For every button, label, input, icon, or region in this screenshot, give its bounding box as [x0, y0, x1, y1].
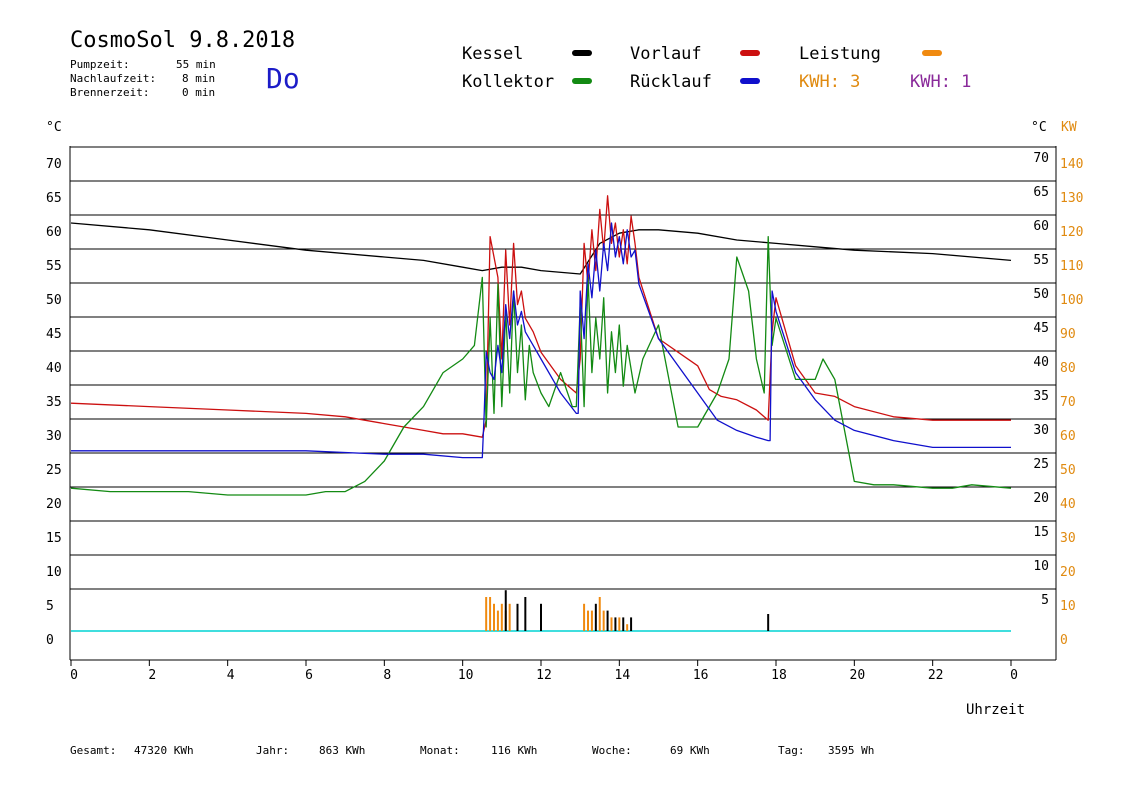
- y-tick-left: 50: [46, 293, 62, 308]
- legend-vorlauf-swatch: [740, 50, 760, 56]
- footer-jahr-label: Jahr:: [256, 744, 290, 757]
- legend-vorlauf: Vorlauf: [630, 44, 702, 64]
- y-tick-left: 40: [46, 361, 62, 376]
- legend-kollektor-swatch: [572, 78, 592, 84]
- legend-leistung-swatch: [922, 50, 942, 56]
- nachlaufzeit-value: 8 min: [182, 72, 216, 85]
- x-tick: 8: [383, 668, 391, 683]
- y-tick-right-c: 40: [1033, 355, 1049, 370]
- series-kollektor: [70, 235, 1012, 496]
- x-axis-title: Uhrzeit: [966, 702, 1026, 718]
- y-tick-right-c: 55: [1033, 253, 1049, 268]
- left-unit-label: °C: [46, 120, 62, 135]
- footer-woche-value: 69 KWh: [670, 744, 710, 757]
- y-tick-right-c: 60: [1033, 219, 1049, 234]
- y-tick-right-c: 45: [1033, 321, 1049, 336]
- y-tick-right-kw: 120: [1060, 225, 1083, 240]
- y-tick-right-kw: 60: [1060, 429, 1076, 444]
- y-tick-right-kw: 40: [1060, 497, 1076, 512]
- y-tick-right-c: 15: [1033, 525, 1049, 540]
- x-tick: 16: [693, 668, 709, 683]
- y-tick-right-c: 5: [1041, 593, 1049, 608]
- y-tick-right-kw: 50: [1060, 463, 1076, 478]
- weekday-label: Do: [266, 62, 300, 95]
- y-tick-left: 25: [46, 463, 62, 478]
- y-tick-left: 5: [46, 599, 54, 614]
- y-tick-right-kw: 140: [1060, 157, 1083, 172]
- y-tick-left: 0: [46, 633, 54, 648]
- legend-kwh-2: KWH: 1: [910, 72, 972, 92]
- footer-monat-value: 116 KWh: [491, 744, 538, 757]
- legend-leistung: Leistung: [799, 44, 881, 64]
- brennerzeit-label: Brennerzeit:: [70, 86, 150, 99]
- x-tick: 0: [70, 668, 78, 683]
- y-tick-left: 35: [46, 395, 62, 410]
- y-tick-left: 30: [46, 429, 62, 444]
- chart-title: CosmoSol 9.8.2018: [70, 28, 296, 53]
- y-tick-right-c: 25: [1033, 457, 1049, 472]
- x-tick: 0: [1010, 668, 1018, 683]
- brennerzeit-value: 0 min: [182, 86, 216, 99]
- x-tick: 4: [227, 668, 235, 683]
- series-kessel: [70, 222, 1012, 275]
- y-tick-right-kw: 30: [1060, 531, 1076, 546]
- x-tick: 2: [148, 668, 156, 683]
- legend-kessel-swatch: [572, 50, 592, 56]
- nachlaufzeit-label: Nachlaufzeit:: [70, 72, 157, 85]
- y-tick-right-kw: 130: [1060, 191, 1083, 206]
- y-tick-right-c: 70: [1033, 151, 1049, 166]
- y-tick-right-c: 20: [1033, 491, 1049, 506]
- footer-gesamt-value: 47320 KWh: [134, 744, 194, 757]
- series-ruecklauf: [71, 222, 1011, 459]
- right-unit-kw-label: KW: [1061, 120, 1077, 135]
- footer-monat-label: Monat:: [420, 744, 460, 757]
- x-tick: 22: [928, 668, 944, 683]
- y-tick-right-kw: 100: [1060, 293, 1083, 308]
- legend-kwh-1: KWH: 3: [799, 72, 861, 92]
- y-tick-right-kw: 90: [1060, 327, 1076, 342]
- x-tick: 14: [615, 668, 631, 683]
- y-tick-right-kw: 110: [1060, 259, 1083, 274]
- y-tick-left: 60: [46, 225, 62, 240]
- y-tick-right-c: 50: [1033, 287, 1049, 302]
- x-tick: 12: [536, 668, 552, 683]
- legend-ruecklauf-swatch: [740, 78, 760, 84]
- y-tick-right-c: 10: [1033, 559, 1049, 574]
- y-tick-left: 65: [46, 191, 62, 206]
- y-tick-right-kw: 20: [1060, 565, 1076, 580]
- y-tick-left: 15: [46, 531, 62, 546]
- footer-jahr-value: 863 KWh: [319, 744, 366, 757]
- x-tick: 10: [458, 668, 474, 683]
- y-tick-left: 10: [46, 565, 62, 580]
- y-tick-right-kw: 0: [1060, 633, 1068, 648]
- legend-kessel: Kessel: [462, 44, 524, 64]
- right-unit-c-label: °C: [1031, 120, 1047, 135]
- footer-tag-label: Tag:: [778, 744, 805, 757]
- x-tick: 6: [305, 668, 313, 683]
- legend-kollektor: Kollektor: [462, 72, 555, 92]
- y-tick-right-kw: 80: [1060, 361, 1076, 376]
- pumpzeit-value: 55 min: [176, 58, 216, 71]
- y-tick-right-c: 65: [1033, 185, 1049, 200]
- legend-ruecklauf: Rücklauf: [630, 72, 712, 92]
- y-tick-left: 55: [46, 259, 62, 274]
- footer-woche-label: Woche:: [592, 744, 632, 757]
- pumpzeit-label: Pumpzeit:: [70, 58, 130, 71]
- footer-gesamt-label: Gesamt:: [70, 744, 117, 757]
- y-tick-left: 45: [46, 327, 62, 342]
- y-tick-left: 20: [46, 497, 62, 512]
- y-tick-right-c: 35: [1033, 389, 1049, 404]
- y-tick-right-kw: 70: [1060, 395, 1076, 410]
- footer-tag-value: 3595 Wh: [828, 744, 875, 757]
- x-tick: 18: [771, 668, 787, 683]
- y-tick-left: 70: [46, 157, 62, 172]
- y-tick-right-kw: 10: [1060, 599, 1076, 614]
- x-tick: 20: [850, 668, 866, 683]
- y-tick-right-c: 30: [1033, 423, 1049, 438]
